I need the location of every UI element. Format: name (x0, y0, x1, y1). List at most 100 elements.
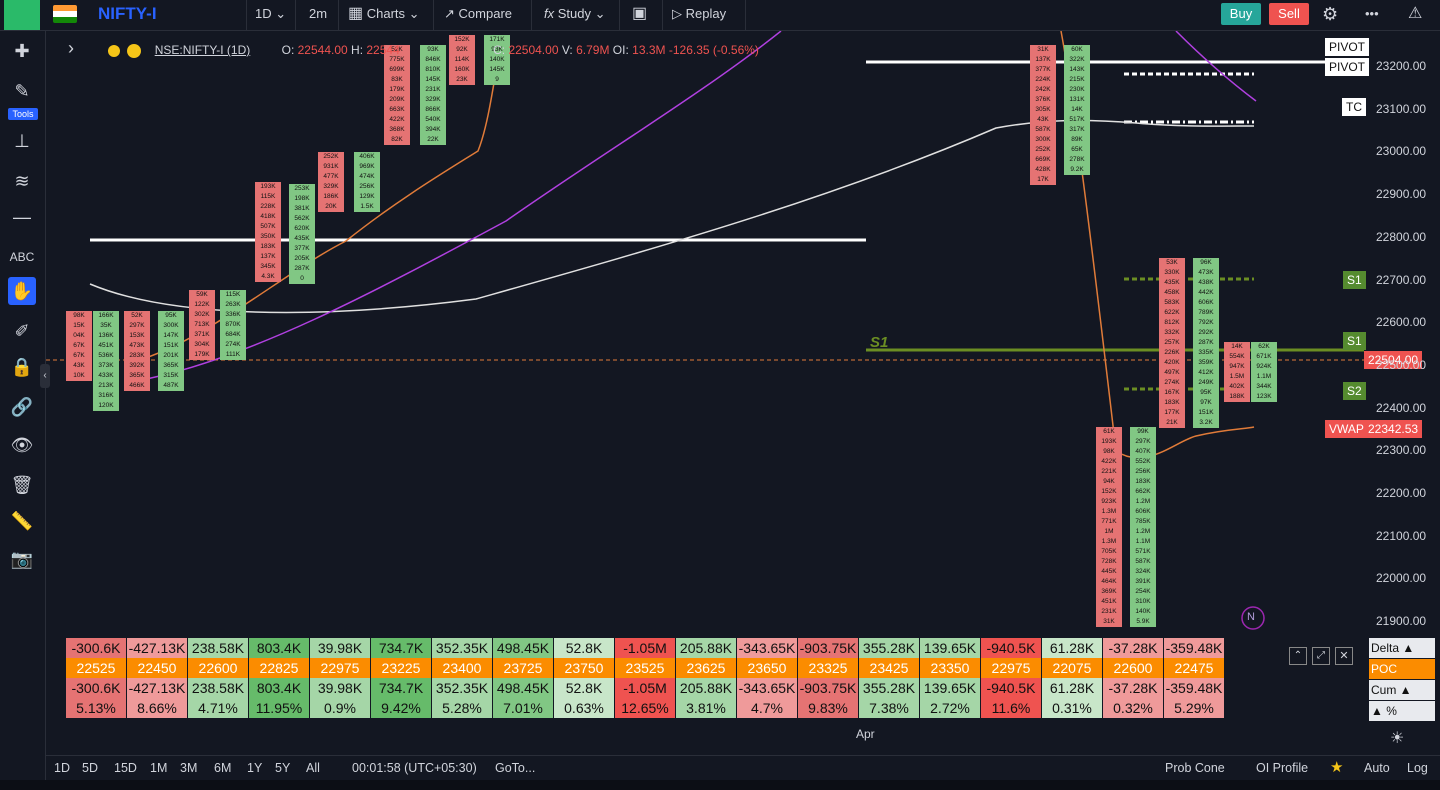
stats-cell: 11.95% (249, 698, 310, 718)
collapse-left-icon[interactable]: ‹ (40, 364, 50, 388)
chevron-right-icon[interactable]: › (68, 38, 74, 58)
alert-icon[interactable]: ⚠ (1408, 5, 1423, 22)
footprint-cell: 215K (1064, 75, 1090, 85)
cum-row-label[interactable]: Cum ▲ (1369, 680, 1435, 701)
footprint-cell: 224K (1030, 75, 1056, 85)
pattern-icon[interactable]: ≋ (14, 171, 30, 191)
footprint-cell: 923K (1096, 497, 1122, 507)
footprint-column: 60K 322K 143K 215K 230K 131K 14K 517K 317K 89K 65K… (1064, 45, 1090, 175)
footprint-cell: 316K (93, 391, 119, 401)
footprint-cell: 226K (1159, 348, 1185, 358)
footprint-cell: 53K (1159, 258, 1185, 268)
chart-interval-button[interactable]: 2m (309, 6, 328, 21)
footprint-cell: 371K (189, 330, 215, 340)
footprint-cell: 97K (1193, 398, 1219, 408)
footprint-cell: 263K (220, 300, 246, 310)
range-button[interactable]: 5D (82, 761, 98, 775)
instagram-icon[interactable]: ▣ (632, 5, 648, 22)
stats-cell: 8.66% (127, 698, 188, 718)
stats-cell: -427.13K (127, 678, 188, 698)
replay-button[interactable]: ▷ Replay (672, 0, 726, 30)
pencil-icon[interactable]: ✎ (14, 81, 30, 101)
interval-select[interactable]: 1D ⌄ (255, 0, 286, 30)
footprint-cell: 93K (420, 45, 446, 55)
sun-icon[interactable]: ☀ (1390, 730, 1405, 747)
eye-icon[interactable]: 👁 (10, 435, 34, 455)
star-icon[interactable]: ★ (1330, 759, 1344, 776)
text-icon[interactable]: ABC (9, 250, 35, 264)
charts-menu[interactable]: ▦ Charts ⌄ (348, 0, 420, 30)
stats-cell: -1.05M (615, 638, 676, 658)
footprint-cell: 507K (255, 222, 281, 232)
range-button[interactable]: 1D (54, 761, 70, 775)
stats-cell: 205.88K (676, 678, 737, 698)
range-button[interactable]: 3M (180, 761, 198, 775)
hand-icon[interactable]: ✋ (8, 277, 36, 305)
log-button[interactable]: Log (1407, 761, 1428, 775)
poc-row-label[interactable]: POC (1369, 659, 1435, 680)
horizontal-line-icon[interactable]: — (13, 207, 31, 227)
compare-button[interactable]: ↗ Compare (444, 0, 512, 30)
footprint-cell: 10K (66, 371, 92, 381)
goto-button[interactable]: GoTo... (495, 761, 536, 775)
stats-cell: -300.6K (66, 638, 127, 658)
footprint-column: 52K 775K 699K 83K 179K 209K 663K 422K 368K 82K (384, 45, 410, 145)
brush-icon[interactable]: ✐ (14, 321, 30, 341)
study-menu[interactable]: fx Study ⌄ (544, 0, 606, 30)
footprint-column: 62K 671K 924K 1.1M 344K 123K (1251, 342, 1277, 402)
range-button[interactable]: 1M (150, 761, 168, 775)
pct-row-label[interactable]: ▲ % (1369, 701, 1435, 722)
chevron-up-icon[interactable]: ⌃ (1289, 647, 1307, 665)
footprint-cell: 376K (1030, 95, 1056, 105)
ruler-icon[interactable]: 📏 (10, 511, 34, 531)
s1-label: S1 (1343, 332, 1366, 350)
range-button[interactable]: 6M (214, 761, 232, 775)
function-icon: fx (544, 6, 555, 21)
footprint-cell: 304K (189, 340, 215, 350)
footprint-cell: 671K (1251, 352, 1277, 362)
gear-icon[interactable]: ⚙ (1322, 4, 1339, 24)
footprint-cell: 67K (66, 341, 92, 351)
footprint-cell: 583K (1159, 298, 1185, 308)
trash-icon[interactable]: 🗑 (10, 475, 34, 495)
volume-label: V: (561, 43, 573, 57)
lock-icon[interactable]: 🔒 (10, 357, 34, 377)
footprint-cell: 147K (158, 331, 184, 341)
footprint-cell: 152K (449, 35, 475, 45)
expand-icon[interactable]: ⤢ (1312, 647, 1330, 665)
screenshot-icon[interactable]: 📷 (10, 549, 34, 569)
app-logo[interactable] (4, 0, 40, 30)
chart-canvas[interactable]: N S1 98K 15K 04K 67K 67K 43K 10K 166K 35K 136K 451… (46, 31, 1364, 631)
stats-cell: 5.28% (432, 698, 493, 718)
link-icon[interactable]: 🔗 (10, 397, 34, 417)
prob-cone-button[interactable]: Prob Cone (1165, 761, 1225, 775)
range-button[interactable]: 1Y (247, 761, 263, 775)
stats-cell: -343.65K (737, 678, 798, 698)
footprint-cell: 931K (318, 162, 344, 172)
range-button[interactable]: 5Y (275, 761, 291, 775)
stats-cell: 139.65K (920, 678, 981, 698)
sell-button[interactable]: Sell (1269, 3, 1309, 25)
close-value: 22504.00 (508, 43, 559, 57)
price-tick-label: 23000.00 (1376, 144, 1427, 159)
cum-row: -300.6K -427.13K 238.58K 803.4K 39.98K 734.7K… (66, 678, 1286, 698)
news-badge[interactable]: N (1247, 611, 1255, 623)
price-axis[interactable]: 22504.00 22342.53 23200.00 23100.00 23000.… (1364, 31, 1440, 751)
crosshair-icon[interactable]: ✚ (14, 41, 30, 61)
close-icon[interactable]: ✕ (1335, 647, 1353, 665)
trendline-icon[interactable]: ⊥ (14, 131, 30, 151)
range-button[interactable]: 15D (114, 761, 137, 775)
footprint-cell: 151K (1193, 408, 1219, 418)
oi-profile-button[interactable]: OI Profile (1256, 761, 1309, 775)
more-options-button[interactable]: ••• (1365, 6, 1379, 21)
footprint-cell: 552K (1130, 457, 1156, 467)
delta-row-label[interactable]: Delta ▲ (1369, 638, 1435, 659)
footprint-cell: 562K (289, 214, 315, 224)
symbol-name[interactable]: NIFTY-I (98, 4, 157, 23)
study-label: Study (557, 6, 591, 21)
legend-symbol[interactable]: NSE:NIFTY-I (1D) (154, 43, 251, 57)
stats-cell: 734.7K (371, 678, 432, 698)
buy-button[interactable]: Buy (1221, 3, 1261, 25)
range-button[interactable]: All (306, 761, 320, 775)
auto-button[interactable]: Auto (1364, 761, 1390, 775)
